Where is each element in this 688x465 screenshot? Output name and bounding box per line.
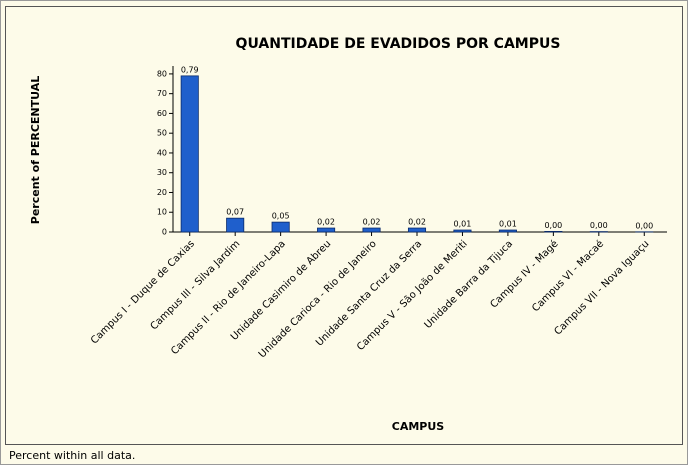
y-tick-label: 30: [157, 168, 167, 177]
bar: [407, 227, 427, 233]
frame: [5, 6, 683, 445]
y-tick-label: 0: [162, 228, 167, 237]
value-label: 0,02: [363, 218, 381, 227]
bar: [544, 231, 563, 233]
y-tick-label: 10: [157, 208, 167, 217]
x-axis-label: CAMPUS: [392, 420, 445, 433]
value-label: 0,02: [317, 218, 335, 227]
value-label: 0,00: [635, 221, 653, 230]
chart-title: QUANTIDADE DE EVADIDOS POR CAMPUS: [236, 36, 561, 52]
bar: [362, 227, 381, 233]
y-axis-label: Percent of PERCENTUAL: [29, 76, 42, 224]
y-tick-label: 70: [157, 89, 167, 98]
footnote: Percent within all data.: [9, 449, 135, 462]
value-label: 0,05: [272, 212, 290, 221]
bar: [317, 227, 336, 233]
y-tick-label: 50: [157, 129, 167, 138]
bar: [271, 221, 290, 233]
bar: [498, 229, 517, 233]
value-label: 0,02: [408, 218, 426, 227]
value-label: 0,01: [454, 220, 472, 229]
value-label: 0,00: [544, 221, 562, 230]
bar: [180, 75, 199, 233]
value-label: 0,00: [590, 221, 608, 230]
y-tick-label: 60: [157, 109, 167, 118]
bar: [453, 229, 472, 233]
y-tick-label: 20: [157, 188, 167, 197]
value-label: 0,01: [499, 220, 517, 229]
value-label: 0,79: [181, 65, 199, 74]
value-label: 0,07: [226, 208, 244, 217]
y-tick-label: 40: [157, 148, 167, 157]
bar: [226, 217, 245, 233]
y-tick-label: 80: [157, 69, 167, 78]
